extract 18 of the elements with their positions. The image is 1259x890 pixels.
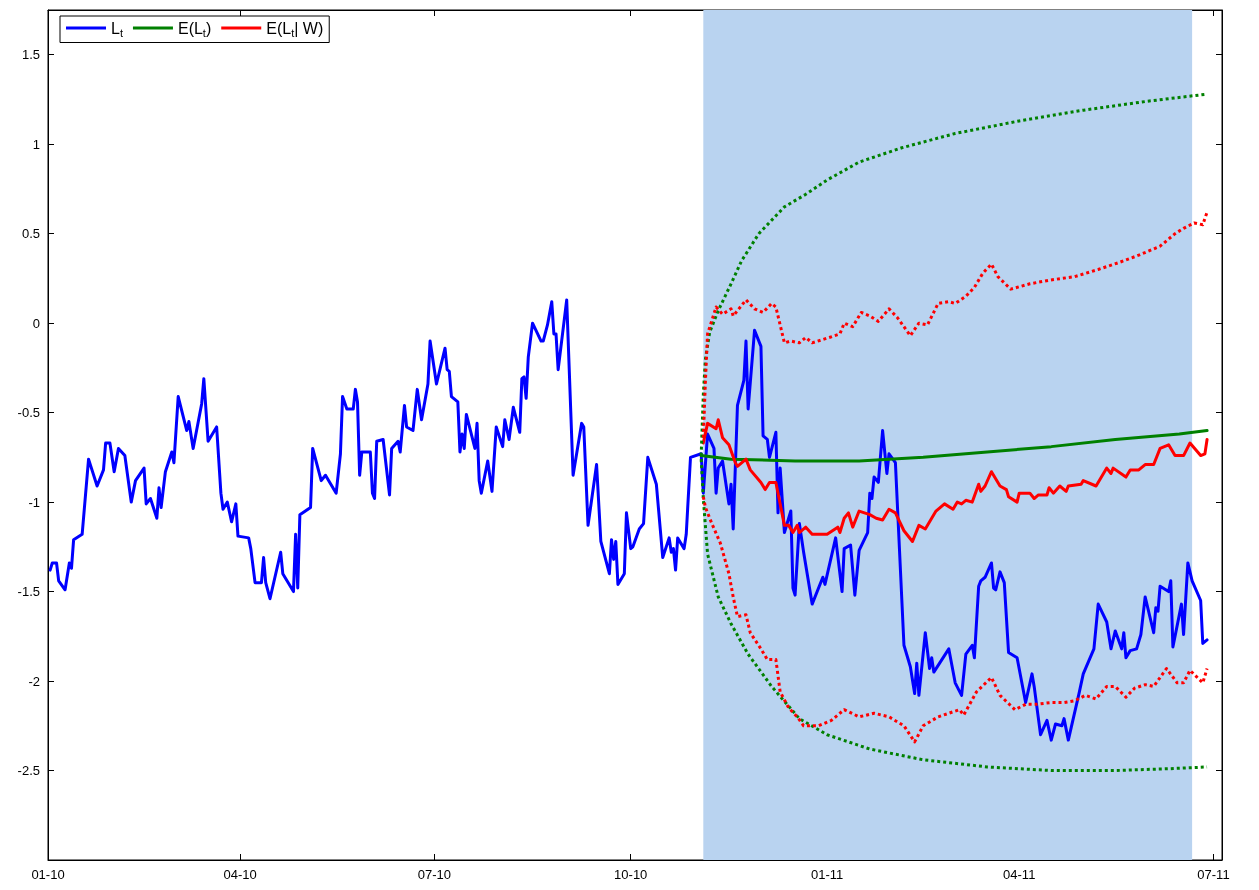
x-tick-label: 01-10 [31, 867, 65, 882]
y-tick-label: -0.5 [17, 405, 40, 421]
y-tick-label: -1.5 [17, 584, 40, 600]
y-tick-label: 1.5 [21, 47, 40, 63]
y-tick-label: 0.5 [21, 226, 40, 242]
x-tick-label: 04-10 [223, 867, 257, 882]
x-tick-label: 01-11 [810, 867, 844, 882]
x-tick-label: 07-11 [1197, 867, 1230, 882]
y-tick-label: 0 [32, 315, 40, 331]
x-tick-label: 07-10 [417, 867, 451, 882]
y-tick-label: -2 [28, 673, 40, 689]
line-series [48, 298, 1209, 742]
y-tick-label: 1 [32, 136, 40, 152]
line-series [701, 495, 1209, 744]
y-tick-label: -2.5 [17, 763, 40, 779]
x-tick-label: 10-10 [614, 867, 648, 882]
y-tick-label: -1 [28, 494, 40, 510]
x-tick-label: 04-11 [1003, 867, 1036, 882]
